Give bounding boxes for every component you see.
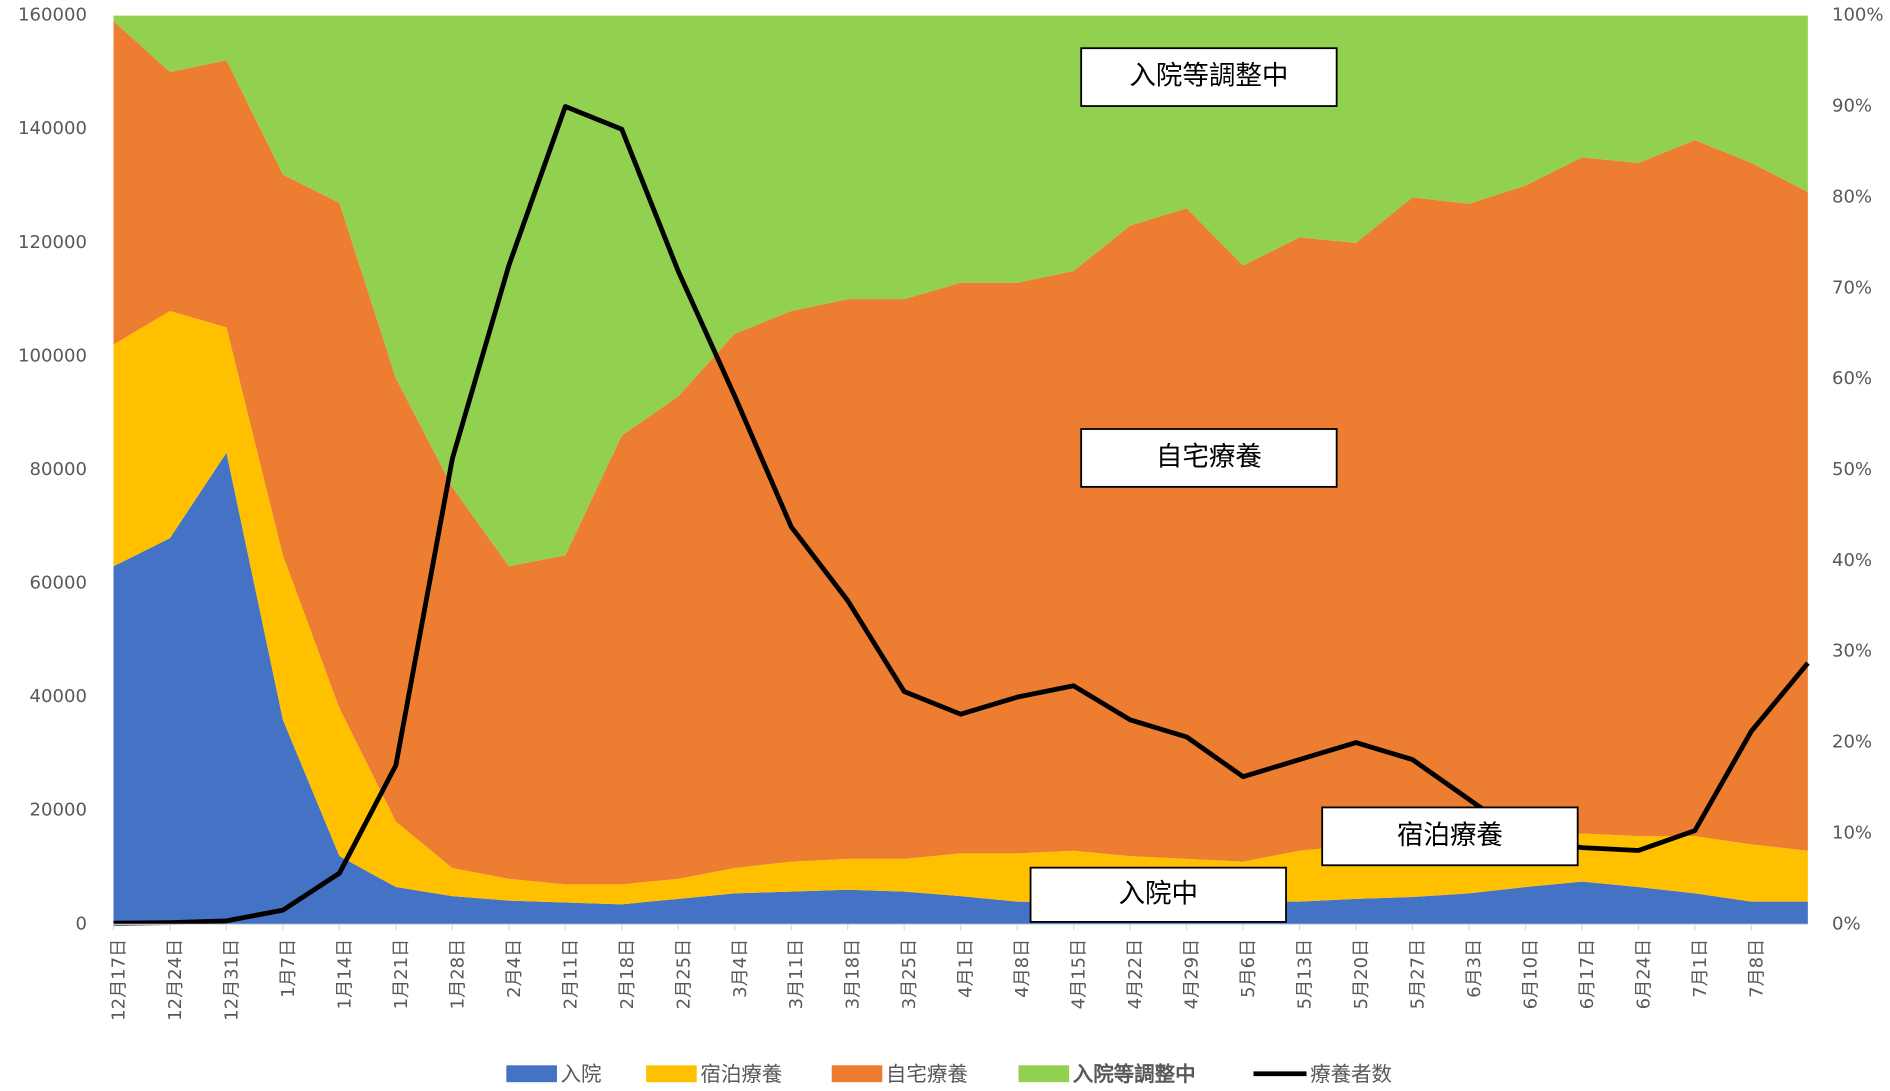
y-tick-label: 0 — [75, 913, 86, 934]
area — [113, 15, 1808, 567]
y2-tick-label: 100% — [1832, 5, 1884, 26]
x-tick-label: 3月25日 — [899, 939, 920, 1010]
x-tick-label: 7月8日 — [1746, 939, 1767, 998]
x-tick-label: 4月29日 — [1182, 939, 1203, 1010]
y-tick-label: 140000 — [18, 118, 87, 139]
x-tick-label: 3月18日 — [843, 939, 864, 1010]
x-tick-label: 4月8日 — [1012, 939, 1033, 998]
y2-tick-label: 0% — [1832, 913, 1861, 934]
annotation: 宿泊療養 — [1397, 820, 1503, 851]
x-tick-label: 6月17日 — [1577, 939, 1598, 1010]
x-tick-label: 2月25日 — [673, 939, 694, 1010]
x-tick-label: 12月31日 — [221, 939, 242, 1021]
y-tick-label: 60000 — [30, 573, 87, 594]
legend-item: 入院等調整中 — [1018, 1062, 1196, 1086]
y2-tick-label: 40% — [1832, 550, 1872, 571]
x-tick-label: 5月20日 — [1351, 939, 1372, 1010]
y-tick-label: 20000 — [30, 800, 87, 821]
x-tick-label: 12月17日 — [109, 939, 130, 1021]
y-tick-label: 40000 — [30, 686, 87, 707]
area — [113, 310, 1808, 905]
area — [113, 452, 1808, 925]
legend-swatch — [646, 1065, 697, 1083]
legend-item: 自宅療養 — [831, 1062, 968, 1086]
y-tick-label: 100000 — [18, 345, 87, 366]
y2-tick-label: 80% — [1832, 186, 1872, 207]
y2-tick-label: 20% — [1832, 732, 1872, 753]
y2-tick-label: 60% — [1832, 368, 1872, 389]
x-tick-label: 4月22日 — [1125, 939, 1146, 1010]
x-tick-label: 2月11日 — [560, 939, 581, 1010]
x-tick-label: 6月3日 — [1464, 939, 1485, 998]
legend-swatch — [1018, 1065, 1070, 1083]
x-tick-label: 1月7日 — [278, 939, 299, 998]
annotation: 入院等調整中 — [1129, 61, 1288, 92]
legend-label: 宿泊療養 — [700, 1062, 782, 1086]
x-tick-label: 1月14日 — [334, 939, 355, 1010]
area — [113, 21, 1808, 885]
y2-tick-label: 70% — [1832, 277, 1872, 298]
legend-label: 入院等調整中 — [1073, 1062, 1196, 1086]
annotation: 入院中 — [1119, 878, 1199, 909]
y-tick-label: 160000 — [18, 5, 87, 26]
annotation: 自宅療養 — [1156, 441, 1262, 472]
annotation-box — [1029, 866, 1287, 923]
x-tick-label: 2月18日 — [617, 939, 638, 1010]
x-tick-label: 7月1日 — [1690, 939, 1711, 998]
x-tick-label: 5月6日 — [1238, 939, 1259, 998]
legend-label: 自宅療養 — [886, 1062, 968, 1086]
x-tick-label: 6月10日 — [1520, 939, 1541, 1010]
annotation-box — [1080, 47, 1338, 107]
y-tick-label: 80000 — [30, 459, 87, 480]
x-tick-label: 5月13日 — [1295, 939, 1316, 1010]
legend-label: 療養者数 — [1310, 1062, 1392, 1086]
x-tick-label: 1月21日 — [391, 939, 412, 1010]
x-tick-label: 6月24日 — [1633, 939, 1654, 1010]
annotation-box — [1321, 806, 1579, 867]
y2-tick-label: 10% — [1832, 822, 1872, 843]
x-tick-label: 5月27日 — [1408, 939, 1429, 1010]
x-tick-label: 4月1日 — [956, 939, 977, 998]
legend-label: 入院 — [561, 1062, 602, 1086]
y-tick-label: 120000 — [18, 232, 87, 253]
legend-swatch — [506, 1065, 557, 1083]
y2-tick-label: 30% — [1832, 641, 1872, 662]
x-tick-label: 4月15日 — [1069, 939, 1090, 1010]
legend-item: 入院 — [506, 1062, 602, 1086]
y2-tick-label: 50% — [1832, 459, 1872, 480]
x-tick-label: 2月4日 — [504, 939, 525, 998]
y2-tick-label: 90% — [1832, 96, 1872, 117]
x-tick-label: 3月4日 — [730, 939, 751, 998]
legend-item: 宿泊療養 — [646, 1062, 782, 1086]
annotation-box — [1080, 428, 1338, 488]
legend-item: 療養者数 — [1253, 1062, 1392, 1086]
x-tick-label: 1月28日 — [447, 939, 468, 1010]
x-tick-label: 12月24日 — [165, 939, 186, 1021]
x-tick-label: 3月11日 — [786, 939, 807, 1010]
legend-swatch — [831, 1065, 883, 1083]
